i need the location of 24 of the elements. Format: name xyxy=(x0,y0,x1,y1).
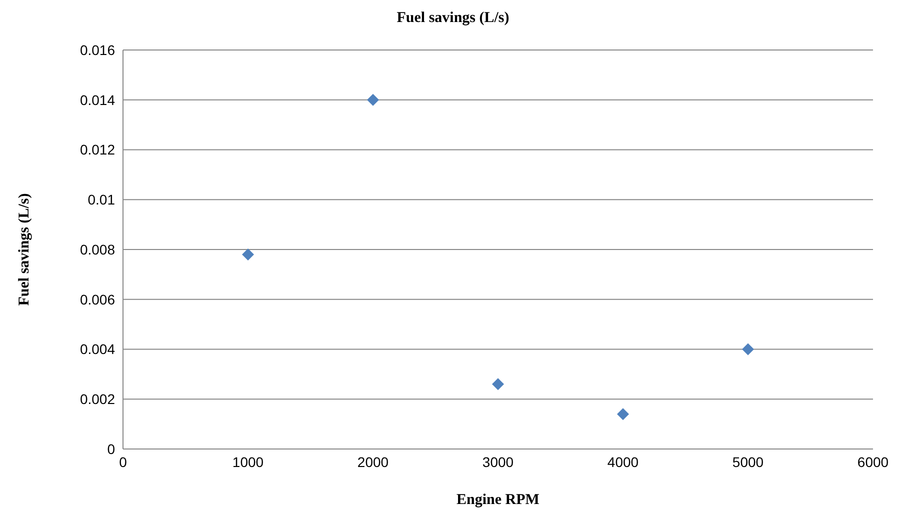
y-tick-label: 0.016 xyxy=(80,42,116,58)
x-tick-label: 1000 xyxy=(232,454,264,470)
y-tick-label: 0.01 xyxy=(88,192,116,208)
point xyxy=(367,94,379,106)
x-tick-label: 6000 xyxy=(857,454,889,470)
x-tick-label: 5000 xyxy=(732,454,764,470)
point xyxy=(492,378,504,390)
y-tick-label: 0.008 xyxy=(80,241,116,258)
y-tick-label: 0.002 xyxy=(80,391,116,408)
x-axis-title: Engine RPM xyxy=(456,492,540,508)
y-tick-label: 0.012 xyxy=(80,142,116,158)
y-tick-label: 0 xyxy=(107,440,116,457)
x-tick-label: 2000 xyxy=(357,454,389,470)
y-tick-label: 0.014 xyxy=(80,92,116,108)
point xyxy=(742,343,754,356)
y-axis-title: Fuel savings (L/s) xyxy=(16,193,32,306)
point xyxy=(617,408,629,420)
y-tick-label: 0.006 xyxy=(80,291,116,308)
point xyxy=(242,248,254,260)
y-tick-label: 0.004 xyxy=(80,341,116,358)
x-tick-label: 4000 xyxy=(607,454,639,470)
chart-title: Fuel savings (L/s) xyxy=(396,10,510,28)
x-tick-label: 3000 xyxy=(482,454,514,470)
x-tick-label: 0 xyxy=(119,454,128,470)
